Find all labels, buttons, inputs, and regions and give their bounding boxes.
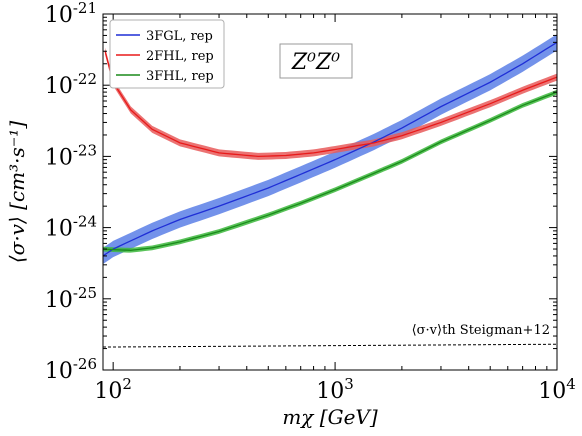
reference-line-label: ⟨σ·v⟩th Steigman+12 — [412, 323, 550, 338]
y-tick-label: 10-23 — [45, 141, 97, 170]
panel-label-text: Z⁰Z⁰ — [291, 50, 340, 75]
legend-label-2fhl: 2FHL, rep — [146, 49, 214, 64]
y-axis-label: ⟨σ·v⟩ [cm³·s⁻¹] — [5, 121, 29, 263]
x-axis-label: mχ [GeV] — [282, 405, 378, 429]
y-tick-label: 10-21 — [45, 0, 97, 28]
legend-label-3fgl: 3FGL, rep — [146, 29, 213, 44]
reference-line-group — [103, 343, 557, 348]
x-tick-label: 102 — [94, 375, 132, 404]
legend-label-3fhl: 3FHL, rep — [146, 69, 214, 84]
x-tick-label: 104 — [538, 375, 576, 404]
panel-label: Z⁰Z⁰ — [279, 43, 353, 79]
series-line-3fgl-rep — [103, 41, 557, 257]
series-line-3fhl-rep — [103, 91, 557, 251]
axis-tick-labels: 102 103 104 10-26 10-25 10-24 10-23 10-22 10-21 — [45, 0, 576, 404]
y-tick-label: 10-25 — [45, 284, 97, 313]
plot-frame — [102, 13, 558, 371]
reference-line — [103, 343, 557, 348]
axis-ticks — [102, 13, 558, 371]
y-tick-label: 10-26 — [45, 355, 97, 384]
panel-label-box — [279, 43, 353, 79]
y-tick-label: 10-22 — [45, 70, 97, 99]
legend: 3FGL, rep 2FHL, rep 3FHL, rep — [109, 19, 225, 89]
series-lines — [103, 41, 557, 257]
x-tick-label: 103 — [316, 375, 354, 404]
y-tick-label: 10-24 — [45, 213, 97, 242]
series-line-2fhl-rep — [104, 51, 557, 158]
legend-box — [109, 19, 225, 89]
